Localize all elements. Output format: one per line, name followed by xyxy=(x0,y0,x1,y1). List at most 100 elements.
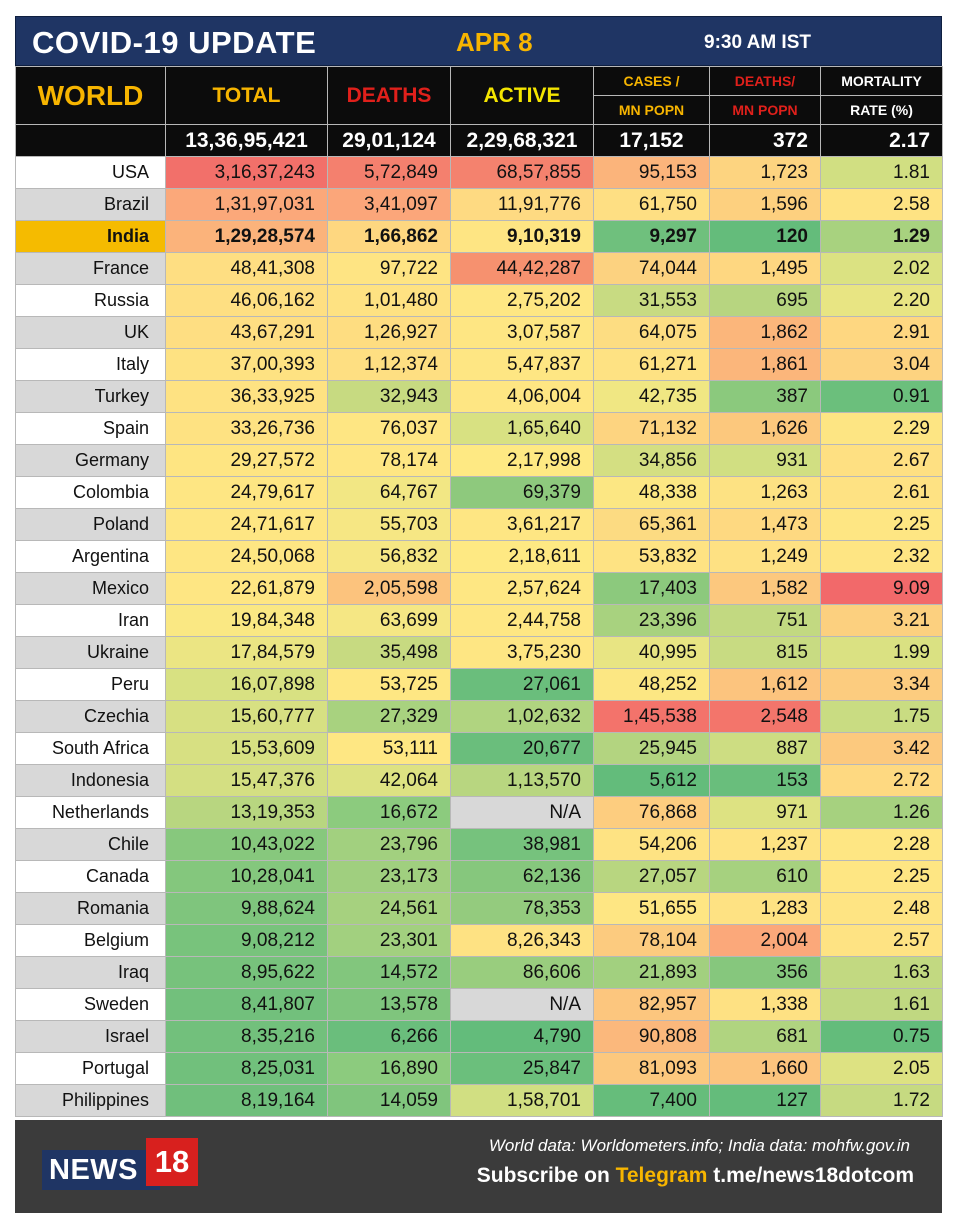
table-row: Iraq 8,95,622 14,572 86,606 21,893 356 1.63 xyxy=(15,956,943,989)
cell-deaths: 13,578 xyxy=(327,988,451,1021)
cell-active: 44,42,287 xyxy=(450,252,594,285)
cell-cases-per-mn: 42,735 xyxy=(593,380,710,413)
cell-deaths-per-mn: 1,283 xyxy=(709,892,821,925)
cell-deaths-per-mn: 1,723 xyxy=(709,156,821,189)
cell-total: 43,67,291 xyxy=(165,316,328,349)
cell-deaths: 27,329 xyxy=(327,700,451,733)
country-name: Peru xyxy=(15,668,166,701)
country-rows: USA 3,16,37,243 5,72,849 68,57,855 95,153 1,7… xyxy=(15,156,943,1117)
country-name: Ukraine xyxy=(15,636,166,669)
cell-deaths-per-mn: 1,612 xyxy=(709,668,821,701)
cell-cases-per-mn: 7,400 xyxy=(593,1084,710,1117)
cell-deaths: 23,796 xyxy=(327,828,451,861)
col-mortality-top: MORTALITY xyxy=(820,66,943,96)
cell-active: 38,981 xyxy=(450,828,594,861)
cell-active: 2,44,758 xyxy=(450,604,594,637)
cell-total: 8,25,031 xyxy=(165,1052,328,1085)
cell-mortality: 1.26 xyxy=(820,796,943,829)
cell-active: 1,65,640 xyxy=(450,412,594,445)
telegram-link[interactable]: t.me/news18dotcom xyxy=(707,1164,914,1187)
country-name: Chile xyxy=(15,828,166,861)
cell-active: 4,06,004 xyxy=(450,380,594,413)
cell-cases-per-mn: 82,957 xyxy=(593,988,710,1021)
table-row: Argentina 24,50,068 56,832 2,18,611 53,832 1,… xyxy=(15,540,943,573)
cell-mortality: 3.21 xyxy=(820,604,943,637)
cell-total: 13,19,353 xyxy=(165,796,328,829)
cell-cases-per-mn: 65,361 xyxy=(593,508,710,541)
cell-active: 2,75,202 xyxy=(450,284,594,317)
cell-active: 68,57,855 xyxy=(450,156,594,189)
cell-cases-per-mn: 21,893 xyxy=(593,956,710,989)
cell-deaths: 14,572 xyxy=(327,956,451,989)
country-name: Mexico xyxy=(15,572,166,605)
cell-total: 3,16,37,243 xyxy=(165,156,328,189)
cell-total: 24,71,617 xyxy=(165,508,328,541)
cell-active: 8,26,343 xyxy=(450,924,594,957)
cell-mortality: 2.29 xyxy=(820,412,943,445)
cell-mortality: 2.67 xyxy=(820,444,943,477)
cell-deaths-per-mn: 1,249 xyxy=(709,540,821,573)
cell-cases-per-mn: 61,271 xyxy=(593,348,710,381)
cell-cases-per-mn: 5,612 xyxy=(593,764,710,797)
world-total-spacer xyxy=(15,124,166,157)
cell-total: 16,07,898 xyxy=(165,668,328,701)
country-name: Canada xyxy=(15,860,166,893)
cell-cases-per-mn: 27,057 xyxy=(593,860,710,893)
cell-active: 62,136 xyxy=(450,860,594,893)
cell-mortality: 2.58 xyxy=(820,188,943,221)
table-row: Belgium 9,08,212 23,301 8,26,343 78,104 2,004… xyxy=(15,924,943,957)
cell-active: 4,790 xyxy=(450,1020,594,1053)
cell-deaths: 76,037 xyxy=(327,412,451,445)
table-row: Chile 10,43,022 23,796 38,981 54,206 1,237 2.2… xyxy=(15,828,943,861)
cell-cases-per-mn: 74,044 xyxy=(593,252,710,285)
table-row: Czechia 15,60,777 27,329 1,02,632 1,45,538 2,… xyxy=(15,700,943,733)
country-name: Italy xyxy=(15,348,166,381)
cell-deaths: 56,832 xyxy=(327,540,451,573)
cell-deaths-per-mn: 681 xyxy=(709,1020,821,1053)
cell-deaths-per-mn: 1,596 xyxy=(709,188,821,221)
country-name: UK xyxy=(15,316,166,349)
cell-cases-per-mn: 23,396 xyxy=(593,604,710,637)
cell-cases-per-mn: 95,153 xyxy=(593,156,710,189)
world-deaths: 29,01,124 xyxy=(327,124,451,157)
cell-deaths: 1,66,862 xyxy=(327,220,451,253)
cell-total: 15,53,609 xyxy=(165,732,328,765)
table-row: Ukraine 17,84,579 35,498 3,75,230 40,995 815 1… xyxy=(15,636,943,669)
cell-cases-per-mn: 71,132 xyxy=(593,412,710,445)
cell-cases-per-mn: 53,832 xyxy=(593,540,710,573)
cell-cases-per-mn: 81,093 xyxy=(593,1052,710,1085)
cell-active: 11,91,776 xyxy=(450,188,594,221)
table-row: Poland 24,71,617 55,703 3,61,217 65,361 1,473… xyxy=(15,508,943,541)
cell-total: 46,06,162 xyxy=(165,284,328,317)
world-active: 2,29,68,321 xyxy=(450,124,594,157)
table-row: Indonesia 15,47,376 42,064 1,13,570 5,612 153… xyxy=(15,764,943,797)
page-title: COVID-19 UPDATE xyxy=(32,25,317,60)
cell-active: N/A xyxy=(450,796,594,829)
cell-deaths: 24,561 xyxy=(327,892,451,925)
cell-mortality: 1.72 xyxy=(820,1084,943,1117)
cell-total: 33,26,736 xyxy=(165,412,328,445)
cell-mortality: 2.25 xyxy=(820,860,943,893)
cell-deaths-per-mn: 1,473 xyxy=(709,508,821,541)
cell-deaths-per-mn: 1,237 xyxy=(709,828,821,861)
cell-total: 8,19,164 xyxy=(165,1084,328,1117)
cell-deaths: 14,059 xyxy=(327,1084,451,1117)
cell-mortality: 2.32 xyxy=(820,540,943,573)
cell-cases-per-mn: 25,945 xyxy=(593,732,710,765)
cell-deaths: 23,173 xyxy=(327,860,451,893)
col-mortality-bottom: RATE (%) xyxy=(820,95,943,125)
cell-cases-per-mn: 17,403 xyxy=(593,572,710,605)
cell-total: 48,41,308 xyxy=(165,252,328,285)
cell-total: 24,79,617 xyxy=(165,476,328,509)
table-row: Germany 29,27,572 78,174 2,17,998 34,856 931 2… xyxy=(15,444,943,477)
cell-total: 1,31,97,031 xyxy=(165,188,328,221)
data-source: World data: Worldometers.info; India dat… xyxy=(488,1136,910,1155)
cell-cases-per-mn: 31,553 xyxy=(593,284,710,317)
cell-cases-per-mn: 48,338 xyxy=(593,476,710,509)
title-bar: COVID-19 UPDATE APR 8 9:30 AM IST xyxy=(15,16,942,66)
table-row: Turkey 36,33,925 32,943 4,06,004 42,735 387 0.… xyxy=(15,380,943,413)
country-name: India xyxy=(15,220,166,253)
country-name: Romania xyxy=(15,892,166,925)
cell-active: 3,75,230 xyxy=(450,636,594,669)
country-name: Netherlands xyxy=(15,796,166,829)
